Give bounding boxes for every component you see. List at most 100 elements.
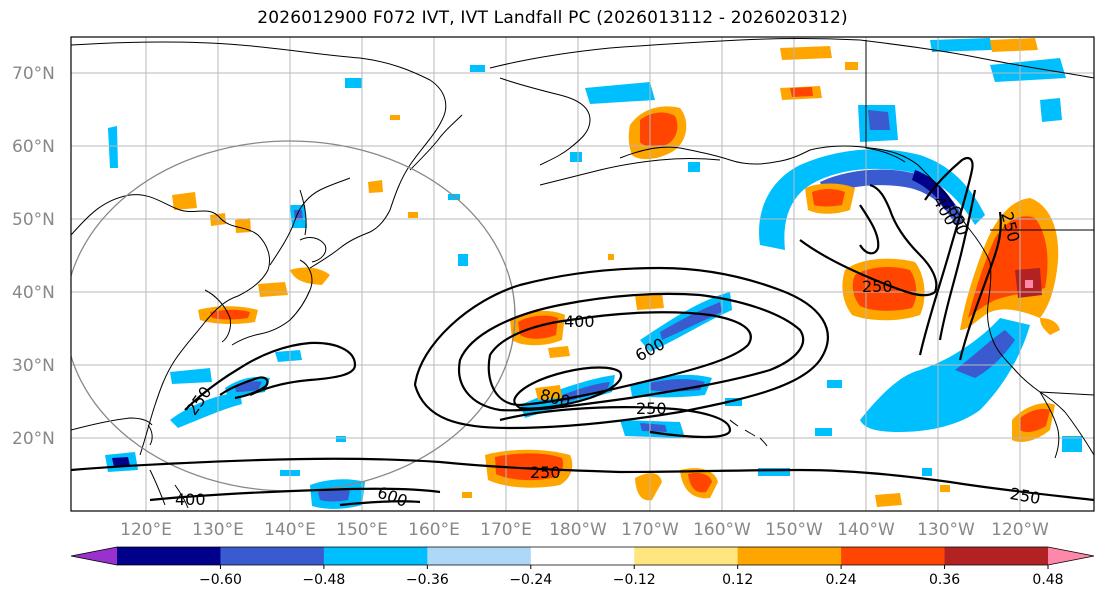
coastlines <box>71 38 1094 509</box>
lon-label: 160°W <box>693 520 751 540</box>
negative-siberia <box>108 126 118 168</box>
negative-small-f <box>815 428 832 436</box>
colorbar-segment <box>117 547 221 565</box>
positive-japan <box>290 267 330 285</box>
colorbar-segment <box>323 547 428 565</box>
lon-label: 120°E <box>120 520 172 540</box>
colorbar-tick-label: 0.12 <box>722 572 753 588</box>
contour-label: 250 <box>530 463 561 482</box>
coast-taiwan <box>147 424 153 446</box>
contour-250-ne-pacific <box>799 183 938 297</box>
negative-canada-arctic-b <box>1040 98 1062 122</box>
positive-central-c <box>535 385 562 400</box>
colorbar-segment <box>427 547 532 565</box>
negative-beaufort <box>930 38 992 52</box>
lon-label: 170°E <box>480 520 532 540</box>
coast-alaska-south <box>619 145 919 166</box>
coast-sakhalin <box>299 189 307 236</box>
negative-small-h <box>1062 436 1082 452</box>
coast-baja <box>1039 391 1060 459</box>
border-us-mexico <box>1039 391 1094 396</box>
contour-250-south-band <box>71 457 1094 502</box>
coast-japan <box>231 259 313 346</box>
colorbar-segment <box>841 547 946 565</box>
colorbar-segment <box>634 547 739 565</box>
contour-400-south-band <box>149 487 441 502</box>
lon-label: 170°W <box>621 520 679 540</box>
contour-label: 400 <box>564 312 595 331</box>
lon-label: 120°W <box>991 520 1049 540</box>
positive-east-b-strong <box>1020 408 1050 433</box>
negative-canada-arctic <box>990 58 1066 82</box>
colorbar-segment <box>944 547 1049 565</box>
positive-arctic-c <box>845 62 858 70</box>
negative-ne-pacific-south-core <box>955 330 1015 378</box>
contour-600-central <box>487 311 752 407</box>
positive-east-c <box>875 493 902 507</box>
negative-small-l <box>922 468 932 476</box>
lat-label: 30°N <box>12 356 55 376</box>
positive-small-3 <box>462 492 472 498</box>
positive-alaska-north-strong <box>790 87 813 97</box>
contour-400-central <box>457 292 805 412</box>
colorbar-tick-label: −0.60 <box>199 572 242 588</box>
negative-west-pacific-d <box>170 368 212 384</box>
ivt-contours <box>71 156 1094 507</box>
contour-label: 250 <box>862 277 893 296</box>
negative-alaska-north <box>585 82 655 104</box>
coast-aleutians <box>539 158 721 186</box>
negative-small-c <box>458 254 468 266</box>
positive-hawaii-south <box>635 473 662 501</box>
colorbar-tick-label: −0.24 <box>509 572 552 588</box>
positive-ne-pacific-north-strong <box>812 189 845 207</box>
positive-kamchatka <box>368 180 383 193</box>
colorbar-segment <box>737 547 842 565</box>
positive-china-c <box>235 218 251 233</box>
coast-alaska-west <box>499 77 591 166</box>
contour-600-coast <box>938 189 977 341</box>
colorbar-tick-label: 0.48 <box>1032 572 1063 588</box>
contour-label: 400 <box>175 490 206 509</box>
positive-arctic-a <box>780 46 832 60</box>
negative-philippine-sea-core <box>112 457 130 467</box>
lon-label: 160°E <box>408 520 460 540</box>
contour-400-west <box>219 376 269 400</box>
negative-small-a <box>570 152 582 162</box>
colorbar-tick-label: 0.36 <box>929 572 960 588</box>
positive-west-coast-strong <box>968 216 1048 318</box>
coast-alaska-north <box>489 38 861 69</box>
latitude-labels: 70°N 60°N 50°N 40°N 30°N 20°N <box>12 64 55 449</box>
negative-arc-gulf-of-alaska <box>759 149 985 250</box>
negative-band-central-core <box>660 302 722 340</box>
contour-600-south-band <box>339 500 421 507</box>
negative-blob-hawaii-core <box>640 423 667 432</box>
negative-west-pacific-a <box>170 392 242 428</box>
contour-400-coast <box>918 156 974 356</box>
positive-small-4 <box>608 254 614 260</box>
coast-china-south <box>71 417 153 431</box>
colorbar-extend-max <box>1048 547 1094 565</box>
negative-bering-small <box>470 65 485 72</box>
coast-hawaii <box>729 419 768 447</box>
lon-label: 140°E <box>264 520 316 540</box>
negative-okhotsk-small <box>345 78 362 88</box>
coast-mexico <box>1064 411 1094 456</box>
colorbar-tick-label: −0.36 <box>406 572 449 588</box>
colorbar-extend-min <box>71 547 117 565</box>
negative-south-west-core <box>318 488 350 502</box>
positive-arctic-b <box>990 38 1038 52</box>
positive-small-1 <box>390 115 400 120</box>
coast-us-west <box>987 261 1066 413</box>
positive-china-a <box>172 192 197 210</box>
contour-250-west <box>184 341 357 411</box>
colorbar-tick-label: −0.12 <box>613 572 656 588</box>
positive-west-coast-core <box>1025 280 1033 288</box>
coast-kamchatka <box>409 114 463 171</box>
contour-250-ne-hook <box>859 204 880 255</box>
contour-label: 250 <box>636 399 667 418</box>
lon-label: 150°W <box>765 520 823 540</box>
coast-hokkaido <box>299 237 327 263</box>
lon-label: 140°W <box>837 520 895 540</box>
lat-label: 40°N <box>12 283 55 303</box>
